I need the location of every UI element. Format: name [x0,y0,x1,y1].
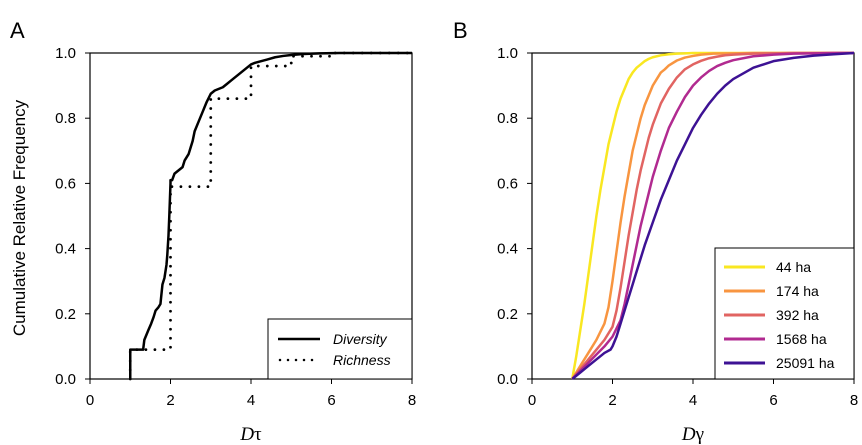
panel-a-legend: Diversity Richness [267,318,413,380]
legend-label-174-ha: 174 ha [776,283,819,299]
panel-a-x-tick-label: 0 [86,392,94,409]
panel-b-legend: 44 ha 174 ha 392 ha 1568 ha 25091 ha [714,247,855,380]
panel-a-y-tick-label: 0.4 [55,241,76,258]
panel-a-y-tick-label: 1.0 [55,45,76,62]
panel-b-letter: B [453,18,468,43]
panel-b-x-ticks: 0 2 4 6 8 [528,379,858,409]
legend-label-25091-ha: 25091 ha [776,355,835,371]
panel-a-x-axis-label: Dτ [239,424,262,445]
panel-a-series-diversity [129,51,412,379]
panel-b-series-392-ha [571,51,854,380]
panel-b-x-tick-label: 8 [850,392,858,409]
panel-b-series [571,51,855,380]
panel-b-y-tick-label: 0.6 [497,175,518,192]
panel-a-y-tick-label: 0.6 [55,175,76,192]
legend-label-1568-ha: 1568 ha [776,331,827,347]
panel-b-legend-items: 44 ha 174 ha 392 ha 1568 ha 25091 ha [724,259,835,371]
panel-b-y-tick-label: 1.0 [497,45,518,62]
panel-a-legend-box [267,318,413,380]
panel-a: A 0.0 0.2 0.4 0.6 0.8 1.0 0 2 4 6 8 Dτ Diversity … [10,18,416,445]
panel-a-x-tick-label: 8 [408,392,416,409]
panel-a-x-tick-label: 2 [166,392,174,409]
legend-label-392-ha: 392 ha [776,307,819,323]
panel-a-x-tick-label: 4 [247,392,255,409]
panel-a-series [128,51,414,381]
panel-b: B 0.0 0.2 0.4 0.6 0.8 1.0 0 2 4 6 8 Dγ 44 ha 174 h… [453,18,858,445]
panel-b-y-tick-label: 0.4 [497,241,518,258]
panel-b-series-174-ha [571,51,854,380]
panel-a-x-tick-label: 6 [327,392,335,409]
panel-a-y-tick-label: 0.8 [55,110,76,127]
panel-b-x-tick-label: 0 [528,392,536,409]
panel-a-x-ticks: 0 2 4 6 8 [86,379,416,409]
panel-b-y-ticks: 0.0 0.2 0.4 0.6 0.8 1.0 [497,45,532,388]
panel-a-y-tick-label: 0.2 [55,306,76,323]
legend-label-diversity: Diversity [333,331,388,347]
panel-b-y-tick-label: 0.2 [497,306,518,323]
legend-label-richness: Richness [333,352,391,368]
panel-b-x-tick-label: 2 [608,392,616,409]
legend-label-44-ha: 44 ha [776,259,811,275]
y-axis-label: Cumulative Relative Frequency [10,99,29,336]
panel-a-y-tick-label: 0.0 [55,371,76,388]
panel-a-y-ticks: 0.0 0.2 0.4 0.6 0.8 1.0 [55,45,90,388]
panel-b-series-25091-ha [571,51,855,380]
panel-b-x-tick-label: 6 [769,392,777,409]
panel-b-x-axis-label: Dγ [681,424,704,445]
panel-a-letter: A [10,18,25,43]
panel-b-series-1568-ha [571,51,854,380]
panel-b-series-44-ha [571,51,854,380]
panel-b-y-tick-label: 0.0 [497,371,518,388]
panel-b-y-tick-label: 0.8 [497,110,518,127]
panel-b-x-tick-label: 4 [689,392,697,409]
